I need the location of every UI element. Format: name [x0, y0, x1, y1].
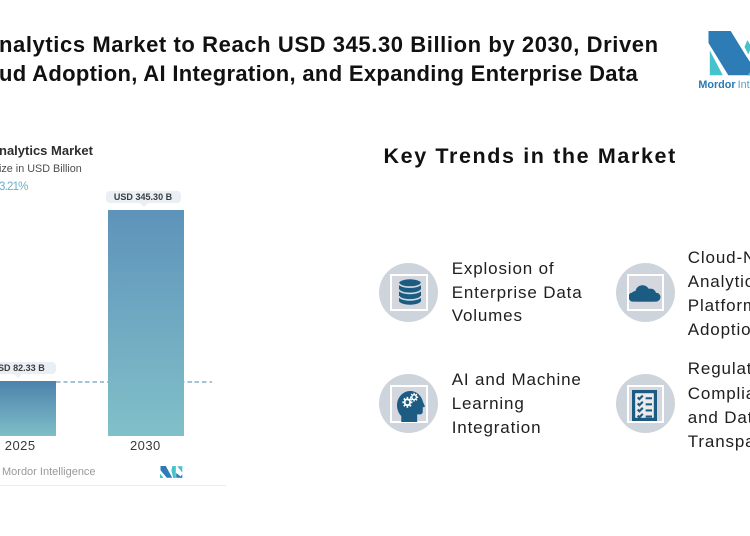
svg-text:MordorIntelligence: MordorIntelligence [698, 79, 750, 91]
